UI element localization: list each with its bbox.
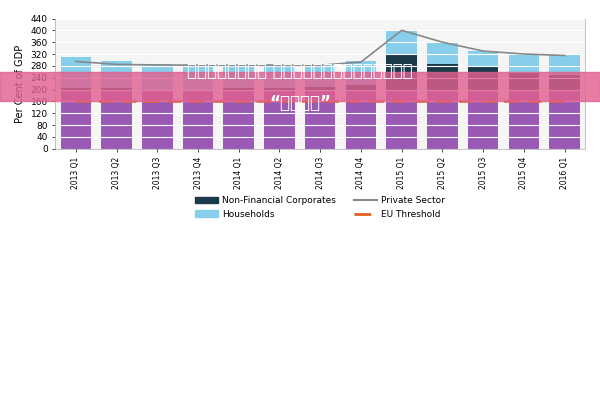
Bar bbox=[386, 54, 417, 90]
Bar bbox=[264, 90, 295, 149]
Bar bbox=[550, 75, 580, 90]
Bar bbox=[142, 90, 173, 149]
Bar bbox=[509, 56, 539, 73]
Bar bbox=[468, 67, 499, 90]
Text: 股票配资开户公司 农銀理财打造主题教育理论学习: 股票配资开户公司 农銀理财打造主题教育理论学习 bbox=[187, 62, 413, 80]
Bar bbox=[305, 64, 335, 86]
Bar bbox=[101, 90, 132, 149]
Bar bbox=[509, 90, 539, 149]
Bar bbox=[305, 90, 335, 149]
Bar bbox=[386, 90, 417, 149]
Bar bbox=[427, 42, 458, 64]
Bar bbox=[183, 90, 213, 149]
Bar bbox=[509, 73, 539, 90]
Text: “三个阵地”: “三个阵地” bbox=[269, 94, 331, 112]
Bar bbox=[427, 90, 458, 149]
Bar bbox=[61, 88, 91, 90]
Bar bbox=[101, 88, 132, 90]
Bar bbox=[142, 64, 173, 90]
Bar bbox=[386, 30, 417, 54]
Bar bbox=[427, 64, 458, 90]
Bar bbox=[346, 90, 376, 149]
Bar bbox=[183, 64, 213, 90]
Bar bbox=[346, 85, 376, 90]
Bar bbox=[223, 64, 254, 88]
Bar bbox=[101, 62, 132, 88]
Bar bbox=[223, 90, 254, 149]
Bar bbox=[264, 64, 295, 88]
Bar bbox=[468, 51, 499, 67]
Bar bbox=[61, 57, 91, 88]
Bar bbox=[305, 86, 335, 90]
Bar bbox=[550, 90, 580, 149]
Bar bbox=[264, 88, 295, 90]
Bar bbox=[468, 90, 499, 149]
Legend: Non-Financial Corporates, Households, Private Sector, EU Threshold: Non-Financial Corporates, Households, Pr… bbox=[191, 192, 449, 222]
Bar bbox=[550, 56, 580, 75]
Bar bbox=[61, 90, 91, 149]
Y-axis label: Per Cent of GDP: Per Cent of GDP bbox=[15, 44, 25, 123]
Bar bbox=[346, 62, 376, 85]
Bar bbox=[223, 88, 254, 90]
